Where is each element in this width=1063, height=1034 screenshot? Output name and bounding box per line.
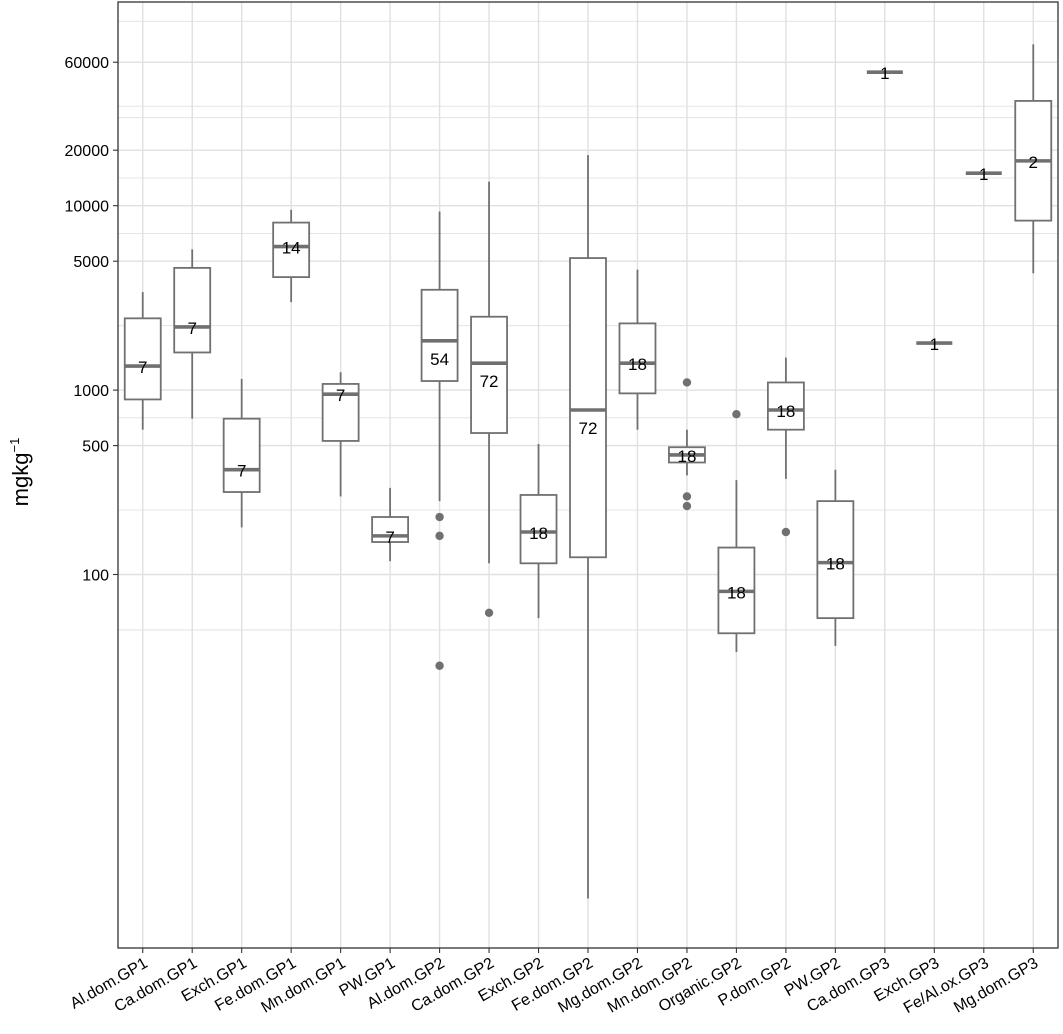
outlier-al-dom-gp2: [435, 512, 444, 522]
count-label-al-dom-gp2: 54: [430, 350, 449, 369]
count-label-pw-gp2: 18: [826, 555, 845, 574]
count-label-exch-gp2: 18: [529, 524, 548, 543]
y-tick-label: 10000: [65, 199, 110, 216]
count-label-ca-dom-gp1: 7: [187, 319, 196, 338]
count-label-ca-dom-gp3: 1: [880, 64, 889, 83]
box-pw-gp2: [816, 500, 855, 620]
count-label-fe-al-ox-gp3: 1: [979, 165, 988, 184]
outlier-organic-gp2: [732, 410, 741, 419]
count-label-mn-dom-gp2: 18: [677, 447, 696, 466]
y-tick-label: 60000: [65, 55, 110, 72]
count-label-exch-gp1: 7: [237, 462, 246, 481]
outlier-al-dom-gp2: [435, 531, 444, 541]
box-mg-dom-gp2: [618, 322, 657, 395]
box-pw-gp1: [371, 516, 410, 543]
box-ca-dom-gp2: [470, 315, 508, 434]
y-tick-label: 20000: [65, 143, 110, 160]
outlier-p-dom-gp2: [781, 527, 791, 537]
x-tick-label: Mg.dom.GP3: [951, 955, 1041, 1017]
box-al-dom-gp1: [123, 317, 162, 401]
count-label-al-dom-gp1: 7: [138, 358, 147, 377]
box-al-dom-gp2: [420, 288, 459, 382]
count-label-organic-gp2: 18: [727, 583, 746, 602]
outlier-mn-dom-gp2: [682, 378, 692, 387]
outlier-mn-dom-gp2: [682, 492, 692, 501]
count-label-ca-dom-gp2: 72: [480, 372, 499, 391]
count-label-fe-dom-gp2: 72: [579, 419, 598, 438]
box-exch-gp1: [222, 417, 261, 493]
count-label-fe-dom-gp1: 14: [282, 239, 301, 258]
outlier-ca-dom-gp2: [484, 608, 494, 617]
count-label-mg-dom-gp3: 2: [1029, 153, 1038, 172]
outlier-al-dom-gp2: [435, 661, 444, 670]
outlier-mn-dom-gp2: [682, 501, 692, 511]
count-label-mg-dom-gp2: 18: [628, 355, 647, 374]
box-ca-dom-gp1: [173, 266, 212, 354]
x-tick-label: Mn.dom.GP1: [258, 955, 348, 1017]
y-tick-label: 100: [82, 568, 109, 585]
y-axis-label-superscript: −1: [7, 438, 22, 453]
y-axis-label: mgkg−1: [7, 438, 33, 507]
box-fe-dom-gp2: [569, 257, 607, 559]
count-label-pw-gp1: 7: [385, 528, 394, 547]
box-exch-gp2: [519, 494, 558, 565]
count-label-p-dom-gp2: 18: [776, 402, 795, 421]
count-label-exch-gp3: 1: [930, 335, 939, 354]
count-label-mn-dom-gp1: 7: [336, 386, 345, 405]
box-fe-dom-gp1: [272, 221, 311, 279]
box-p-dom-gp2: [766, 381, 805, 431]
y-tick-label: 5000: [73, 254, 109, 271]
y-tick-label: 500: [82, 439, 109, 456]
y-axis-label-main: mgkg: [8, 453, 33, 507]
y-tick-label: 1000: [73, 383, 109, 400]
